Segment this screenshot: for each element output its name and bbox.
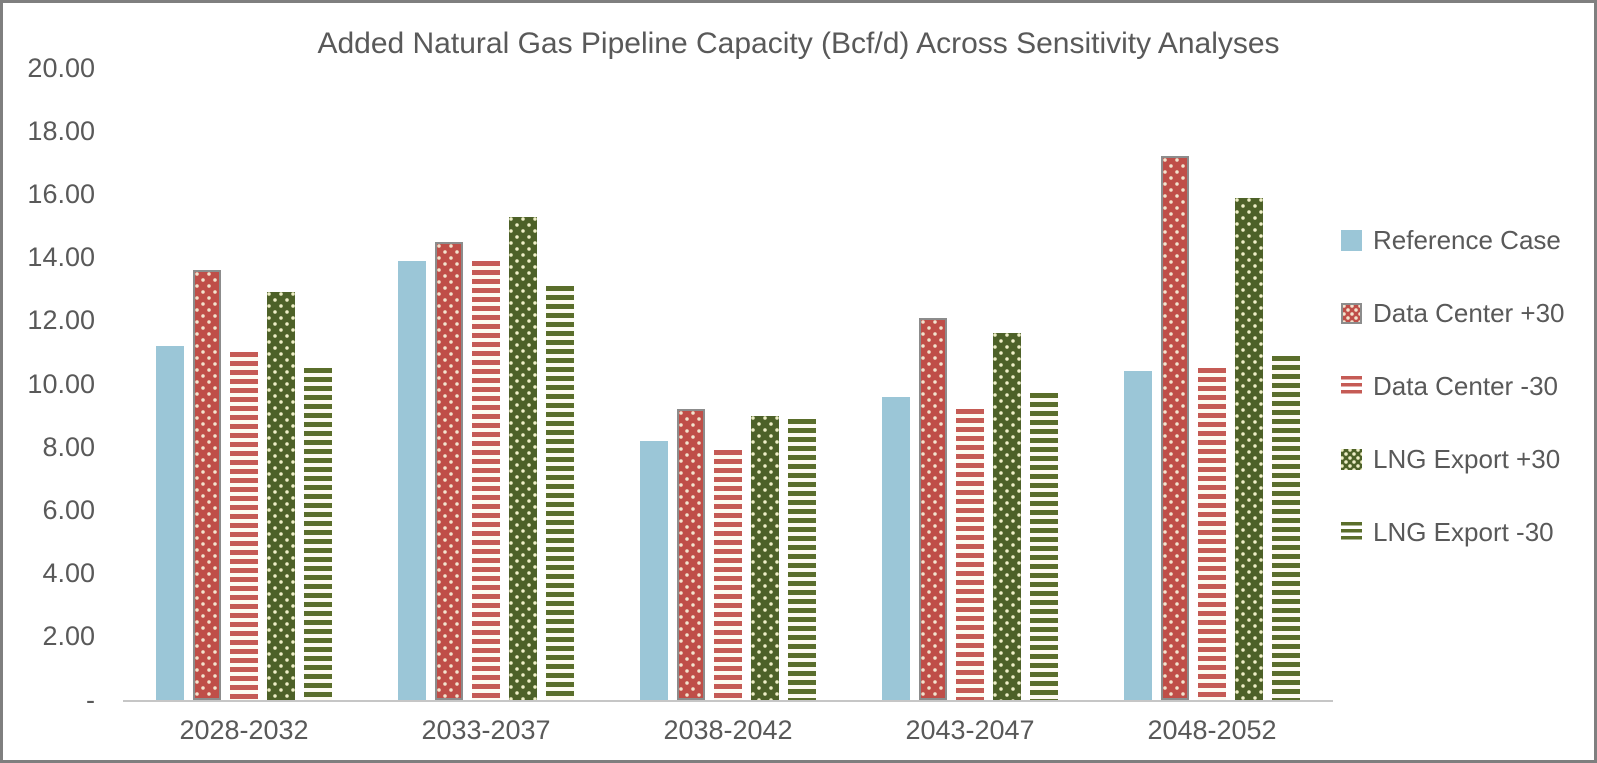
bar-group — [365, 68, 607, 700]
bar-lng-export-30-2043-2047 — [993, 333, 1021, 700]
bar-lng-export-30-2038-2042 — [751, 415, 779, 700]
y-axis-tick-label: 20.00 — [27, 52, 95, 83]
legend-item: Reference Case — [1341, 224, 1561, 255]
y-axis-tick-label: 10.00 — [27, 368, 95, 399]
bar-lng-export-30-2033-2037 — [509, 216, 537, 700]
bar-data-center-30-2038-2042 — [714, 450, 742, 700]
legend-label: LNG Export -30 — [1373, 516, 1554, 547]
bar-reference-case-2043-2047 — [882, 396, 910, 700]
y-axis-tick-label: 6.00 — [42, 494, 95, 525]
x-axis-line — [123, 700, 1333, 702]
x-axis-label: 2028-2032 — [179, 715, 309, 745]
legend-item: LNG Export -30 — [1341, 516, 1554, 547]
y-axis-tick-label: 8.00 — [42, 431, 95, 462]
bar-data-center-30-2033-2037 — [435, 241, 463, 700]
bar-lng-export-30-2028-2032 — [267, 292, 295, 700]
x-axis-label: 2033-2037 — [421, 715, 551, 745]
bar-lng-export-30-2048-2052 — [1272, 355, 1300, 700]
legend-swatch — [1341, 448, 1362, 470]
legend-label: LNG Export +30 — [1373, 443, 1561, 474]
bar-reference-case-2028-2032 — [156, 346, 184, 700]
bar-reference-case-2033-2037 — [398, 260, 426, 700]
y-axis-tick-label: 2.00 — [42, 621, 95, 652]
bar-lng-export-30-2028-2032 — [304, 368, 332, 700]
bar-data-center-30-2028-2032 — [193, 270, 221, 700]
bar-data-center-30-2043-2047 — [919, 317, 947, 700]
bar-lng-export-30-2038-2042 — [788, 418, 816, 700]
legend-item: LNG Export +30 — [1341, 443, 1561, 474]
bar-lng-export-30-2033-2037 — [546, 286, 574, 700]
bar-group — [849, 68, 1091, 700]
legend-label: Data Center +30 — [1373, 297, 1565, 328]
legend-swatch — [1341, 229, 1362, 251]
legend-item: Data Center +30 — [1341, 297, 1565, 328]
legend-item: Data Center -30 — [1341, 370, 1558, 401]
bar-data-center-30-2028-2032 — [230, 352, 258, 700]
y-axis-tick-label: 14.00 — [27, 242, 95, 273]
legend-label: Reference Case — [1373, 224, 1561, 255]
bar-lng-export-30-2043-2047 — [1030, 393, 1058, 700]
bar-reference-case-2038-2042 — [640, 440, 668, 700]
y-axis-tick-label: 4.00 — [42, 558, 95, 589]
legend-swatch — [1341, 521, 1362, 543]
bar-data-center-30-2048-2052 — [1198, 368, 1226, 700]
bar-data-center-30-2033-2037 — [472, 260, 500, 700]
legend-label: Data Center -30 — [1373, 370, 1558, 401]
bar-data-center-30-2043-2047 — [956, 409, 984, 700]
bar-data-center-30-2038-2042 — [677, 409, 705, 700]
y-axis-tick-label: 18.00 — [27, 115, 95, 146]
bar-group — [123, 68, 365, 700]
bar-data-center-30-2048-2052 — [1161, 156, 1189, 700]
x-axis-label: 2048-2052 — [1147, 715, 1277, 745]
chart-title: Added Natural Gas Pipeline Capacity (Bcf… — [317, 27, 1280, 60]
y-axis-tick-label: 12.00 — [27, 305, 95, 336]
bar-reference-case-2048-2052 — [1124, 371, 1152, 700]
x-axis-label: 2038-2042 — [663, 715, 793, 745]
x-axis-label: 2043-2047 — [905, 715, 1035, 745]
legend-swatch — [1341, 375, 1362, 397]
y-axis-tick-label: 16.00 — [27, 178, 95, 209]
bar-group — [607, 68, 849, 700]
bar-lng-export-30-2048-2052 — [1235, 197, 1263, 700]
y-axis-tick-label: - — [86, 684, 95, 715]
legend-swatch — [1341, 302, 1362, 324]
bar-group — [1091, 68, 1333, 700]
